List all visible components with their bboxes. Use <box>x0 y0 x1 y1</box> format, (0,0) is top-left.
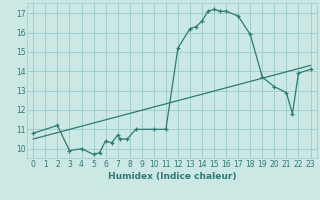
X-axis label: Humidex (Indice chaleur): Humidex (Indice chaleur) <box>108 172 236 181</box>
